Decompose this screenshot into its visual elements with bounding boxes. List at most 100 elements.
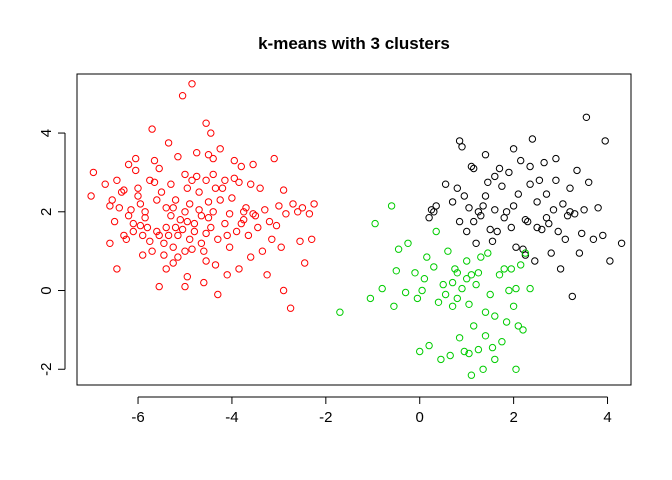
data-point-cluster-1 [150, 178, 159, 187]
data-point-cluster-2 [509, 202, 518, 210]
data-point-cluster-1 [242, 204, 250, 212]
data-point-cluster-1 [207, 129, 215, 137]
data-point-cluster-1 [282, 210, 290, 218]
data-point-cluster-1 [211, 184, 220, 192]
data-point-cluster-3 [472, 280, 480, 289]
data-point-cluster-3 [439, 280, 447, 289]
data-point-cluster-1 [124, 160, 133, 169]
data-point-cluster-2 [601, 137, 609, 145]
data-point-cluster-1 [146, 176, 154, 185]
data-point-cluster-1 [228, 194, 236, 202]
data-point-cluster-3 [463, 257, 471, 265]
data-point-cluster-2 [521, 251, 530, 259]
data-point-cluster-3 [512, 284, 520, 293]
data-point-cluster-1 [167, 212, 175, 220]
data-point-cluster-2 [542, 214, 551, 222]
data-point-cluster-1 [202, 229, 210, 238]
data-point-cluster-2 [517, 156, 525, 165]
data-point-cluster-3 [453, 294, 461, 303]
data-point-cluster-3 [446, 351, 454, 360]
data-point-cluster-1 [247, 180, 255, 188]
x-tick-label: -4 [225, 409, 238, 426]
data-point-cluster-1 [272, 221, 281, 230]
data-point-cluster-3 [413, 294, 422, 303]
data-point-cluster-1 [167, 180, 175, 188]
data-point-cluster-1 [171, 196, 180, 204]
data-point-cluster-2 [495, 164, 504, 173]
data-point-cluster-1 [200, 278, 208, 287]
y-tick-label: 4 [38, 129, 55, 137]
data-point-cluster-2 [481, 192, 490, 200]
data-point-cluster-2 [448, 198, 457, 206]
data-point-cluster-2 [465, 204, 473, 212]
data-point-cluster-2 [617, 239, 626, 248]
data-point-cluster-1 [286, 304, 295, 312]
data-point-cluster-2 [566, 208, 574, 216]
data-point-cluster-1 [216, 196, 224, 204]
data-point-cluster-1 [183, 217, 192, 226]
data-point-cluster-1 [244, 231, 253, 240]
data-point-cluster-1 [209, 208, 217, 216]
data-point-cluster-1 [230, 174, 239, 183]
data-point-cluster-2 [514, 190, 522, 198]
data-point-cluster-3 [460, 347, 468, 356]
data-point-cluster-1 [268, 235, 276, 244]
data-point-cluster-3 [463, 275, 471, 283]
data-point-cluster-3 [455, 334, 464, 342]
data-point-cluster-1 [150, 156, 159, 165]
data-point-cluster-1 [186, 200, 194, 208]
data-point-cluster-1 [171, 223, 180, 232]
data-point-cluster-1 [214, 290, 222, 299]
data-point-cluster-1 [188, 245, 196, 253]
data-point-cluster-1 [190, 227, 199, 236]
data-point-cluster-1 [200, 247, 208, 255]
data-point-cluster-1 [258, 247, 267, 255]
data-point-cluster-3 [437, 355, 445, 364]
data-point-cluster-1 [106, 239, 114, 248]
data-point-cluster-1 [305, 210, 314, 218]
data-point-cluster-3 [423, 253, 431, 261]
data-point-cluster-2 [556, 265, 565, 273]
data-point-cluster-2 [571, 210, 579, 218]
data-point-cluster-1 [129, 219, 138, 228]
data-point-cluster-1 [153, 196, 161, 204]
data-point-cluster-2 [566, 184, 574, 192]
data-point-cluster-2 [455, 217, 464, 226]
data-point-cluster-2 [578, 229, 586, 238]
data-point-cluster-2 [460, 192, 468, 200]
data-point-cluster-3 [425, 341, 433, 350]
y-tick-label: 0 [38, 286, 55, 294]
data-point-cluster-2 [498, 182, 506, 190]
data-point-cluster-3 [470, 322, 478, 330]
data-point-cluster-3 [390, 302, 398, 310]
x-tick-label: 4 [603, 409, 611, 426]
data-point-cluster-1 [235, 265, 243, 273]
data-point-cluster-3 [474, 345, 483, 354]
data-point-cluster-2 [559, 200, 567, 208]
data-point-cluster-1 [308, 235, 316, 244]
data-point-cluster-2 [425, 214, 433, 222]
data-point-cluster-2 [453, 184, 461, 192]
data-point-cluster-3 [488, 343, 497, 352]
data-point-cluster-2 [488, 237, 497, 246]
data-point-cluster-2 [502, 208, 511, 216]
data-point-cluster-2 [552, 176, 560, 185]
data-point-cluster-1 [115, 204, 124, 212]
data-point-cluster-3 [444, 247, 452, 255]
data-point-cluster-3 [491, 312, 499, 320]
data-point-cluster-1 [113, 265, 121, 273]
data-point-cluster-1 [202, 176, 210, 185]
data-point-cluster-1 [237, 162, 246, 171]
data-point-cluster-1 [298, 204, 307, 212]
data-point-cluster-1 [209, 154, 217, 163]
data-point-cluster-1 [256, 184, 264, 192]
data-point-cluster-1 [225, 210, 234, 218]
x-tick-label: 0 [416, 409, 424, 426]
data-point-cluster-3 [514, 322, 522, 330]
data-point-cluster-1 [178, 92, 187, 100]
data-point-cluster-1 [176, 216, 185, 224]
data-point-cluster-1 [225, 243, 234, 251]
data-point-cluster-1 [296, 237, 304, 246]
data-point-cluster-1 [134, 184, 142, 192]
data-point-cluster-1 [230, 156, 239, 165]
